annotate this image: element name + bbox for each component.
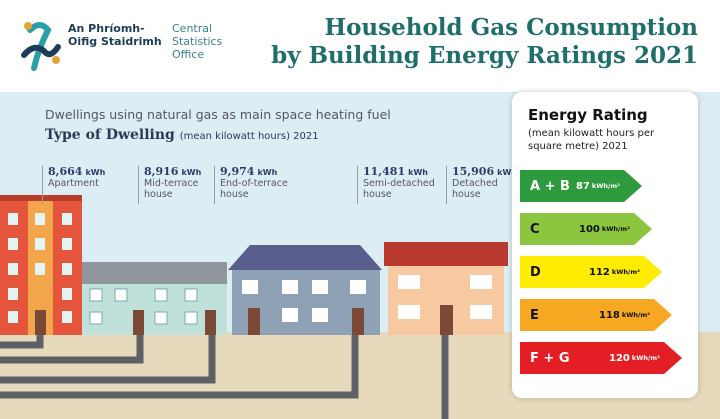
- rating-grade: F + G: [530, 350, 570, 366]
- dwelling-value-row: 9,974 kWh: [220, 166, 295, 178]
- rating-value: 100: [579, 223, 600, 235]
- dwelling-label: Apartment: [48, 178, 99, 189]
- panel-title: Energy Rating: [528, 106, 648, 124]
- dwelling-value: 9,974: [220, 165, 255, 178]
- rating-arrow: C 100 kWh/m²: [520, 213, 652, 245]
- rating-value: 112: [589, 266, 610, 278]
- terrace-houses: [82, 262, 227, 335]
- gas-pipes: [0, 335, 449, 419]
- dwelling: 9,974 kWh End-of-terrace house: [214, 166, 295, 204]
- dwelling-label: Semi-detached house: [363, 178, 435, 200]
- dwelling-label: End-of-terrace house: [220, 178, 288, 200]
- rating-value: 118: [599, 309, 620, 321]
- title: by Building Energy Ratings 2021: [271, 42, 698, 69]
- rating-arrow: F + G 120 kWh/m²: [520, 342, 682, 374]
- rating-unit: kWh/m²: [611, 268, 640, 276]
- detached-house: [384, 242, 508, 335]
- rating-arrow: A + B 87 kWh/m²: [520, 170, 642, 202]
- dwelling-value: 8,916: [144, 165, 179, 178]
- dwelling-label: Mid-terrace house: [144, 178, 199, 200]
- dwelling: 15,906 kWh Detached house: [446, 166, 527, 204]
- title: Household Gas Consumption: [324, 14, 698, 41]
- dwelling: 8,916 kWh Mid-terrace house: [138, 166, 219, 204]
- dwelling-unit: kWh: [497, 168, 517, 177]
- panel-note: (mean kilowatt hours per square metre) 2…: [528, 128, 655, 152]
- rating-value: 120: [609, 352, 630, 364]
- semi-detached-houses: [228, 245, 382, 335]
- logo-irish: An Phríomh-Oifig Staidrimh: [68, 22, 162, 48]
- logo-mark: [21, 22, 61, 71]
- dwelling-label: Detached house: [452, 178, 498, 200]
- rating-unit: kWh/m²: [621, 311, 650, 319]
- dwelling-value: 11,481: [363, 165, 406, 178]
- dwelling-value-row: 15,906 kWh: [452, 166, 527, 178]
- energy-rating-panel: Energy Rating (mean kilowatt hours per s…: [512, 92, 698, 398]
- rating-value: 87: [575, 180, 590, 192]
- dwelling-value: 15,906: [452, 165, 495, 178]
- dwelling-value-row: 11,481 kWh: [363, 166, 438, 178]
- heading: Type of Dwelling (mean kilowatt hours) 2…: [45, 127, 319, 143]
- logo-english: Central Statistics Office: [172, 22, 223, 61]
- rating-arrow: E 118 kWh/m²: [520, 299, 672, 331]
- dwelling-value-row: 8,916 kWh: [144, 166, 219, 178]
- rating-grade: D: [530, 264, 541, 280]
- apartment-building: [0, 195, 82, 335]
- rating-unit: kWh/m²: [631, 354, 660, 362]
- dwelling-value: 8,664: [48, 165, 83, 178]
- subtitle: Dwellings using natural gas as main spac…: [45, 107, 391, 122]
- rating-unit: kWh/m²: [591, 182, 620, 190]
- rating-arrow: D 112 kWh/m²: [520, 256, 662, 288]
- heading-text: Type of Dwelling: [45, 127, 175, 143]
- rating-grade: A + B: [530, 178, 570, 194]
- dwelling: 11,481 kWh Semi-detached house: [357, 166, 438, 204]
- rating-grade: C: [530, 221, 540, 237]
- heading-note: (mean kilowatt hours) 2021: [179, 131, 319, 142]
- dwelling-unit: kWh: [181, 168, 202, 177]
- dwelling-value-row: 8,664 kWh: [48, 166, 123, 178]
- dwelling: 8,664 kWh Apartment: [42, 166, 123, 204]
- rating-unit: kWh/m²: [601, 225, 630, 233]
- rating-grade: E: [530, 307, 539, 323]
- dwelling-unit: kWh: [257, 168, 278, 177]
- dwelling-unit: kWh: [85, 168, 106, 177]
- dwelling-unit: kWh: [408, 168, 428, 177]
